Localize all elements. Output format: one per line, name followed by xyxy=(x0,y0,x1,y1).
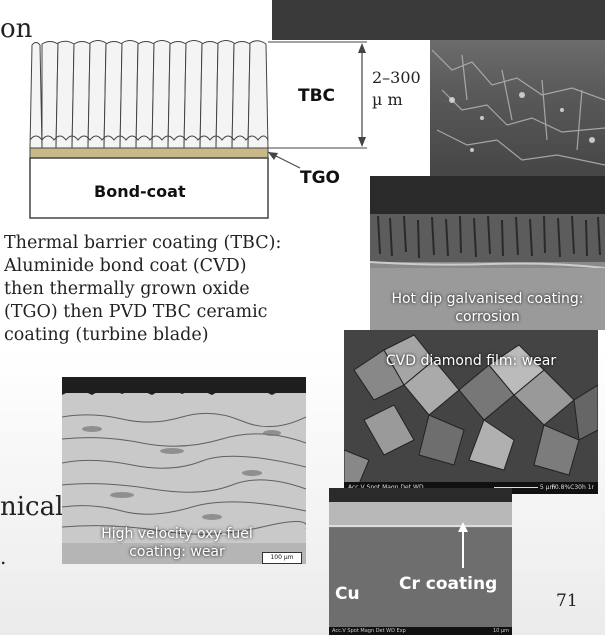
galvanised-micrograph: Hot dip galvanised coating: corrosion xyxy=(370,176,605,330)
chromium-sem: Cu Cr coating Acc.V Spot Magn Det WD Exp… xyxy=(329,488,512,635)
sem-scale-text: 5 µm xyxy=(539,484,556,491)
hvof-caption-line: coating: wear xyxy=(129,544,225,560)
sem-scale-bar: 5 µm xyxy=(494,482,555,494)
tbc-caption-line: coating (turbine blade) xyxy=(4,325,209,345)
thickness-label-1: 2–300 xyxy=(372,68,421,87)
tbc-caption-line: then thermally grown oxide xyxy=(4,279,250,299)
page-number: 71 xyxy=(556,591,578,611)
tbc-caption: Thermal barrier coating (TBC): Aluminide… xyxy=(4,232,281,347)
hvof-micrograph: High velocity oxy-fuel coating: wear 100… xyxy=(62,377,306,564)
galvanised-caption-line: Hot dip galvanised coating: xyxy=(391,291,584,307)
cr-coating-label: Cr coating xyxy=(399,574,498,594)
cu-label: Cu xyxy=(335,584,360,604)
galvanised-caption-line: corrosion xyxy=(455,309,520,325)
diamond-sem: CVD diamond film: wear Acc.V Spot Magn D… xyxy=(344,330,598,494)
chromium-sem-info-bar: Acc.V Spot Magn Det WD Exp 10 µm xyxy=(329,627,512,635)
sem-info-text: Acc.V Spot Magn Det WD xyxy=(348,484,424,491)
hvof-caption-line: High velocity oxy-fuel xyxy=(101,526,253,542)
sem-scale-text: 10 µm xyxy=(492,628,509,634)
diamond-caption: CVD diamond film: wear xyxy=(385,353,557,369)
tbc-label: TBC xyxy=(298,86,336,106)
tbc-caption-line: Aluminide bond coat (CVD) xyxy=(4,256,247,276)
slide-edge-text-top: on xyxy=(0,14,33,44)
tgo-label: TGO xyxy=(300,168,341,188)
bondcoat-label: Bond-coat xyxy=(94,182,186,201)
tbc-caption-line: (TGO) then PVD TBC ceramic xyxy=(4,302,268,322)
hvof-scale-bar: 100 µm xyxy=(262,552,302,564)
tbc-caption-line: Thermal barrier coating (TBC): xyxy=(4,233,282,253)
tbc-diagram: TBC 2–300 µ m TGO Bond-coat xyxy=(22,40,430,220)
slide-edge-text-mid: nical xyxy=(0,492,64,522)
galvanised-caption: Hot dip galvanised coating: corrosion xyxy=(370,290,605,326)
hvof-caption: High velocity oxy-fuel coating: wear xyxy=(62,525,292,561)
sem-info-text: Acc.V Spot Magn Det WD Exp xyxy=(332,628,406,634)
slide-edge-text-low: . xyxy=(0,545,7,569)
thickness-label-2: µ m xyxy=(372,90,403,109)
sem-id-text: F0.8%C30h 1r xyxy=(551,484,594,491)
